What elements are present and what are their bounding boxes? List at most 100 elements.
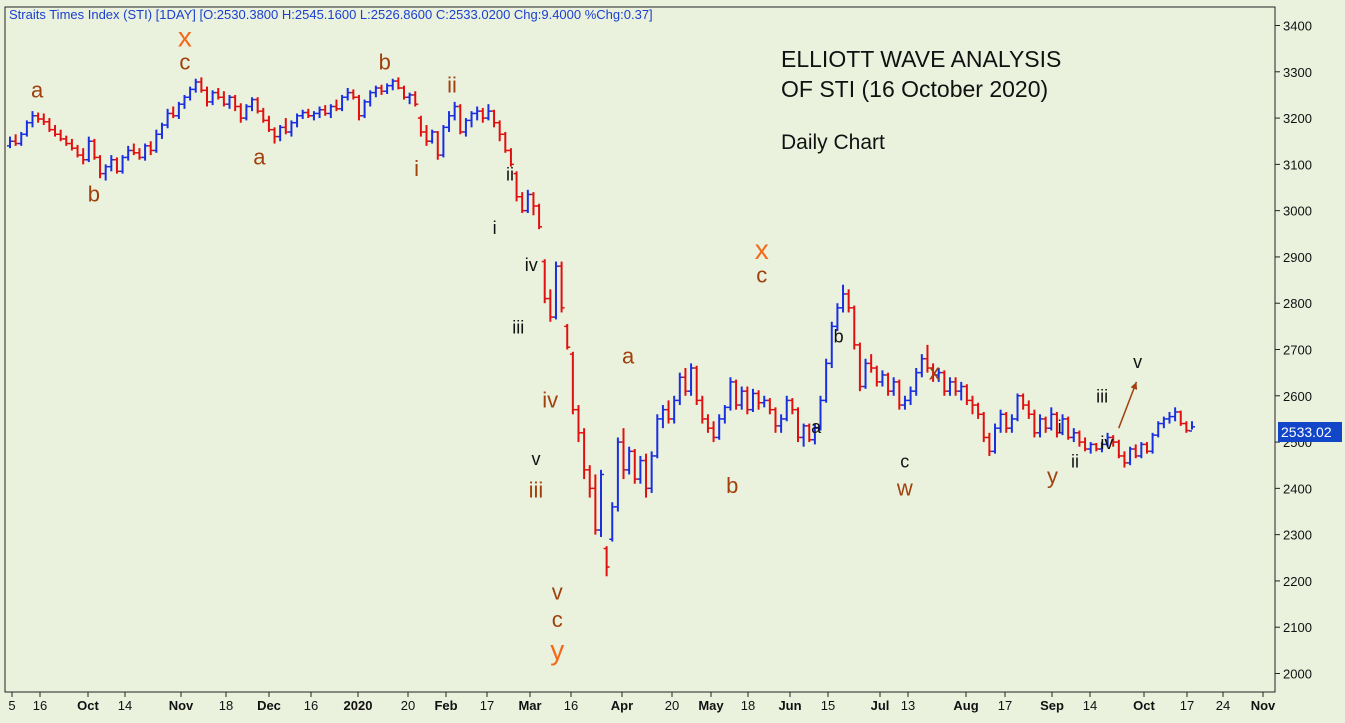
ohlc-bar (198, 77, 205, 93)
y-tick-label: 2300 (1283, 528, 1312, 543)
ohlc-bar (817, 395, 824, 431)
y-tick-label: 3000 (1283, 204, 1312, 219)
ohlc-bar (935, 368, 942, 382)
ohlc-bar (676, 372, 683, 406)
ohlc-bar (868, 354, 875, 373)
ohlc-bar (1098, 442, 1105, 453)
ohlc-bar (1149, 432, 1156, 454)
wave-label: w (896, 475, 913, 500)
wave-label: c (756, 262, 767, 287)
y-tick-label: 2400 (1283, 481, 1312, 496)
ohlc-bar (519, 192, 526, 213)
x-tick-label: 15 (821, 698, 835, 713)
ohlc-bar (1132, 444, 1139, 459)
wave-label: iv (542, 387, 558, 412)
x-tick-label: Oct (1133, 698, 1155, 713)
ohlc-bar (856, 342, 863, 392)
ohlc-bar (226, 94, 233, 109)
ohlc-bar (1082, 437, 1089, 452)
ohlc-bar (12, 134, 19, 146)
x-tick-label: Apr (611, 698, 633, 713)
ohlc-bar (699, 395, 706, 424)
y-tick-label: 2900 (1283, 250, 1312, 265)
ohlc-bar (74, 144, 81, 158)
ohlc-bar (1138, 442, 1145, 459)
ohlc-bar (277, 125, 284, 142)
ohlc-bar (924, 344, 931, 373)
ohlc-bar (744, 386, 751, 415)
x-tick-label: 16 (564, 698, 578, 713)
ohlc-bar (614, 437, 621, 512)
x-tick-label: 24 (1216, 698, 1230, 713)
ohlc-bar (823, 358, 830, 403)
ohlc-bar (406, 92, 413, 105)
wave-label: a (811, 417, 822, 437)
wave-label: x (929, 360, 940, 385)
ohlc-bar (136, 148, 143, 160)
ohlc-bar (429, 129, 436, 144)
ohlc-bar (1093, 442, 1100, 452)
ohlc-bar (946, 377, 953, 396)
x-tick-label: May (698, 698, 724, 713)
ohlc-bar (170, 106, 177, 119)
y-tick-label: 2100 (1283, 620, 1312, 635)
ohlc-bar (485, 104, 492, 121)
ohlc-bar (558, 261, 565, 313)
ohlc-bar (530, 192, 537, 216)
y-tick-label: 3200 (1283, 111, 1312, 126)
ohlc-bar (800, 423, 807, 447)
ohlc-bar (164, 108, 171, 129)
ohlc-bar (1155, 421, 1162, 438)
y-tick-label: 2800 (1283, 296, 1312, 311)
ohlc-bar (271, 127, 278, 144)
ohlc-bar (158, 122, 165, 139)
ohlc-bar (575, 405, 582, 443)
y-tick-label: 3300 (1283, 65, 1312, 80)
x-tick-label: 17 (998, 698, 1012, 713)
wave-label: c (179, 49, 190, 74)
ohlc-bar (536, 203, 543, 230)
x-tick-label: Aug (953, 698, 978, 713)
ohlc-bar (569, 351, 576, 415)
ohlc-bar (1127, 446, 1134, 466)
y-tick-label: 2600 (1283, 389, 1312, 404)
x-tick-label: 20 (401, 698, 415, 713)
ohlc-bar (1183, 421, 1190, 433)
ohlc-bar (958, 381, 965, 401)
wave-label: v (1133, 352, 1142, 372)
ohlc-bar (671, 395, 678, 424)
ohlc-bar (85, 136, 92, 163)
ohlc-bar (181, 94, 188, 109)
ohlc-bar (733, 379, 740, 410)
ohlc-bar (254, 97, 261, 114)
ohlc-bar (294, 113, 301, 128)
ohlc-bar (918, 354, 925, 378)
x-tick-label: Nov (169, 698, 194, 713)
ohlc-bar (113, 157, 120, 174)
ohlc-bar (1172, 407, 1179, 422)
ohlc-bar (896, 379, 903, 410)
ohlc-bar (192, 78, 199, 93)
ohlc-bar (631, 449, 638, 484)
ohlc-bar (474, 106, 481, 121)
ohlc-bar (401, 85, 407, 100)
x-tick-label: 13 (901, 698, 915, 713)
ohlc-bar (828, 321, 835, 369)
ohlc-bar (620, 428, 627, 480)
wave-label: iv (525, 255, 538, 275)
ohlc-bar (1014, 393, 1021, 422)
last-price-label: 2533.02 (1278, 422, 1342, 442)
ohlc-bar (524, 189, 531, 213)
ohlc-bar (969, 395, 976, 415)
ohlc-bar (108, 155, 115, 172)
ohlc-bar (1031, 409, 1038, 438)
ohlc-bar (997, 409, 1004, 433)
ohlc-bar (23, 120, 30, 137)
x-tick-label: Dec (257, 698, 281, 713)
ohlc-bar (91, 138, 98, 160)
chart-subtitle: Daily Chart (781, 131, 885, 154)
ohlc-bar (372, 85, 379, 98)
ohlc-bar (840, 284, 847, 313)
wave-label: i (493, 218, 497, 238)
ohlc-bar (361, 99, 368, 119)
